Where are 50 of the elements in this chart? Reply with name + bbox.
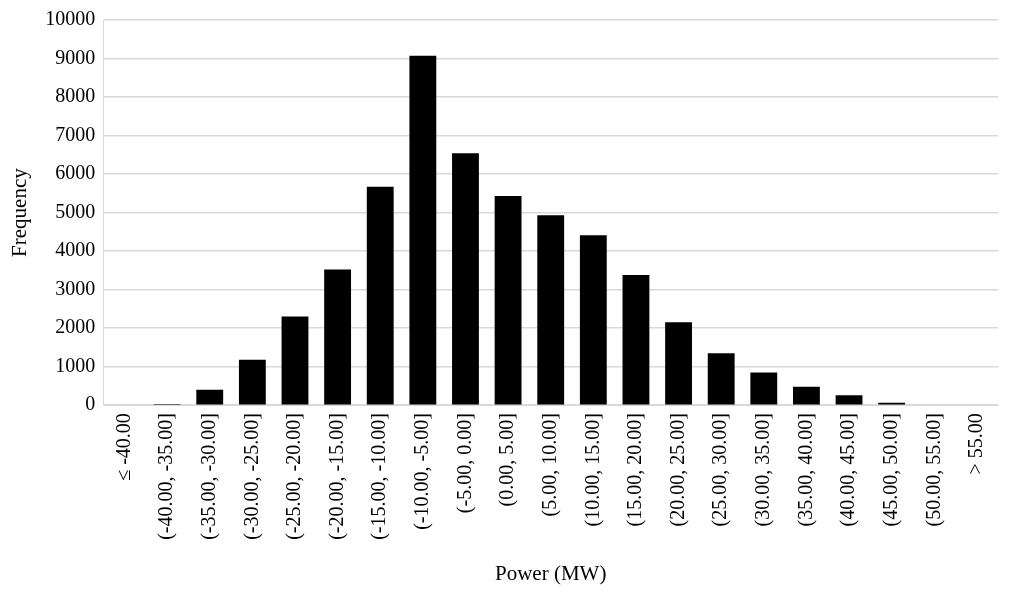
y-axis-title: Frequency <box>7 167 32 257</box>
bar <box>835 395 863 405</box>
y-tick-label: 6000 <box>55 161 96 184</box>
bar <box>665 322 692 405</box>
x-tick-label: (-20.00, -15.00] <box>324 413 348 540</box>
x-axis-title: Power (MW) <box>495 560 607 585</box>
bar <box>281 316 309 405</box>
bar <box>707 353 735 405</box>
x-tick-label: (35.00, 40.00] <box>793 413 817 527</box>
x-tick-label: (5.00, 10.00] <box>537 413 561 517</box>
x-tick-label: ≤ -40.00 <box>111 413 134 481</box>
y-tick-label: 10000 <box>45 7 96 30</box>
x-tick-label: (-10.00, -5.00] <box>410 413 434 530</box>
x-tick-label: (-35.00, -30.00] <box>197 413 220 540</box>
y-tick-label: 8000 <box>55 84 96 107</box>
bar <box>622 274 650 405</box>
y-tick-label: 4000 <box>55 238 96 261</box>
x-tick-label: (-30.00, -25.00] <box>239 413 263 540</box>
x-tick-label: (40.00, 45.00] <box>836 413 860 527</box>
bar <box>793 386 820 405</box>
bar <box>196 389 224 405</box>
x-tick-label: (-40.00, -35.00] <box>154 413 178 540</box>
bar <box>324 269 352 405</box>
x-tick-label: (45.00, 50.00] <box>878 413 902 527</box>
bar <box>750 372 778 405</box>
bar <box>409 55 437 405</box>
x-tick-label: (-5.00, 0.00] <box>452 413 476 514</box>
y-tick-label: 5000 <box>55 199 96 222</box>
bar <box>537 215 565 405</box>
x-tick-label: (-15.00, -10.00] <box>367 413 391 540</box>
bar <box>452 153 479 405</box>
bar <box>579 235 607 405</box>
x-tick-label: (25.00, 30.00] <box>708 413 732 527</box>
bar <box>494 196 522 405</box>
y-tick-label: 1000 <box>55 353 96 376</box>
x-tick-label: (10.00, 15.00] <box>580 413 604 527</box>
x-tick-label: (-25.00, -20.00] <box>282 413 306 540</box>
x-tick-label: (0.00, 5.00] <box>495 413 519 507</box>
y-tick-label: 2000 <box>55 315 96 338</box>
x-tick-label: > 55.00 <box>964 413 987 475</box>
bar <box>366 186 394 405</box>
y-tick-label: 0 <box>85 392 96 415</box>
x-tick-label: (15.00, 20.00] <box>623 413 647 527</box>
y-tick-label: 9000 <box>55 45 96 68</box>
x-tick-label: (20.00, 25.00] <box>665 413 689 527</box>
y-tick-label: 7000 <box>55 122 96 145</box>
y-tick-label: 3000 <box>55 276 96 299</box>
x-tick-label: (30.00, 35.00] <box>751 413 775 527</box>
x-tick-label: (50.00, 55.00] <box>921 413 945 527</box>
bar <box>238 359 266 405</box>
